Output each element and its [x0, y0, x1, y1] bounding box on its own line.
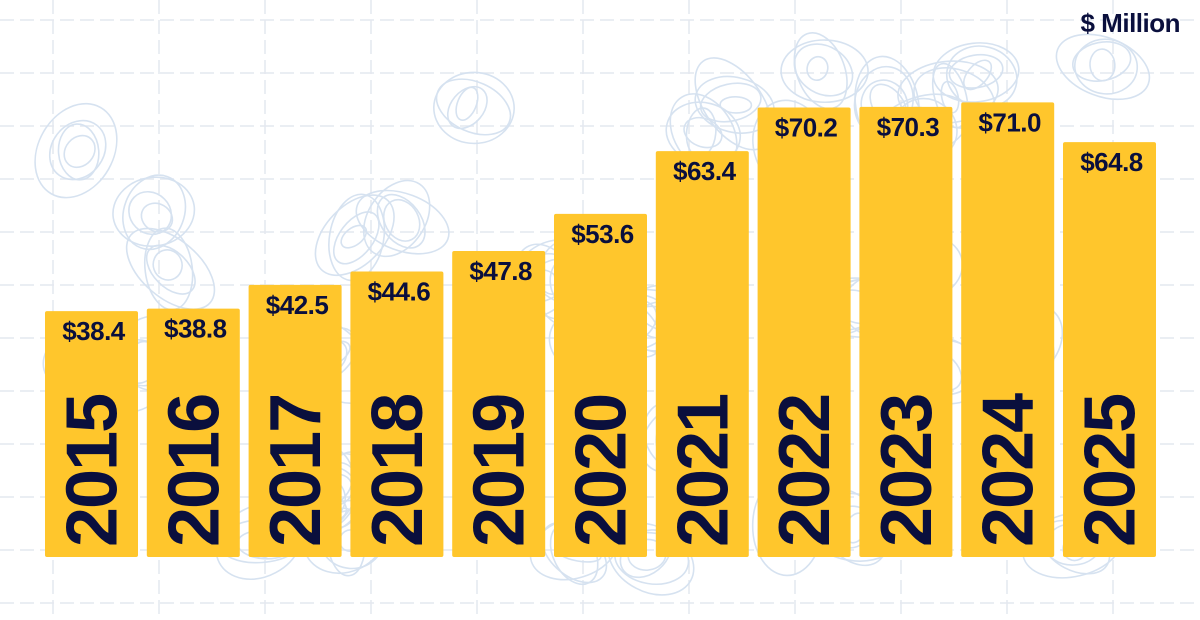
data-label: $42.5	[266, 290, 329, 320]
bar	[757, 107, 851, 557]
bar-group-2021: $63.4 2021	[655, 151, 749, 558]
bar-group-2023: $70.3 2023	[859, 106, 953, 557]
bar	[655, 151, 749, 558]
bar	[45, 311, 138, 557]
category-label: 2017	[256, 395, 336, 547]
bar	[350, 271, 444, 557]
bar-group-2022: $70.2 2022	[757, 107, 851, 557]
bar	[248, 284, 342, 557]
data-label: $44.6	[368, 276, 431, 306]
bar-group-2018: $44.6 2018	[350, 271, 444, 557]
category-label: 2018	[358, 395, 438, 547]
bar-group-2025: $64.8 2025	[1063, 142, 1156, 557]
bar	[146, 308, 240, 557]
data-label: $53.6	[571, 219, 634, 249]
data-label: $64.8	[1080, 147, 1143, 177]
category-label: 2022	[765, 395, 845, 547]
bar	[1063, 142, 1156, 557]
unit-label: $ Million	[1080, 8, 1181, 38]
data-label: $71.0	[978, 107, 1041, 137]
category-label: 2015	[53, 394, 133, 547]
bar-group-2020: $53.6 2020	[554, 213, 647, 557]
bar	[452, 250, 546, 558]
category-label: 2016	[154, 395, 234, 547]
data-label: $70.2	[775, 113, 838, 143]
category-label: 2020	[562, 395, 642, 547]
data-label: $47.8	[469, 256, 532, 286]
data-label: $38.8	[164, 314, 227, 344]
category-label: 2023	[867, 395, 947, 547]
category-label: 2025	[1071, 394, 1151, 547]
data-label: $70.3	[877, 112, 940, 142]
bar	[859, 106, 953, 557]
bar-group-2017: $42.5 2017	[248, 284, 342, 557]
category-label: 2021	[663, 394, 743, 547]
bar-group-2024: $71.0 2024	[961, 102, 1055, 558]
bar-group-2016: $38.8 2016	[146, 308, 240, 557]
bar	[554, 213, 647, 557]
bar	[961, 102, 1055, 558]
data-label: $63.4	[673, 156, 737, 186]
category-label: 2019	[460, 395, 540, 547]
bar-group-2015: $38.4 2015	[45, 311, 138, 557]
category-label: 2024	[969, 393, 1049, 547]
bar-group-2019: $47.8 2019	[452, 250, 546, 558]
data-label: $38.4	[62, 316, 126, 346]
